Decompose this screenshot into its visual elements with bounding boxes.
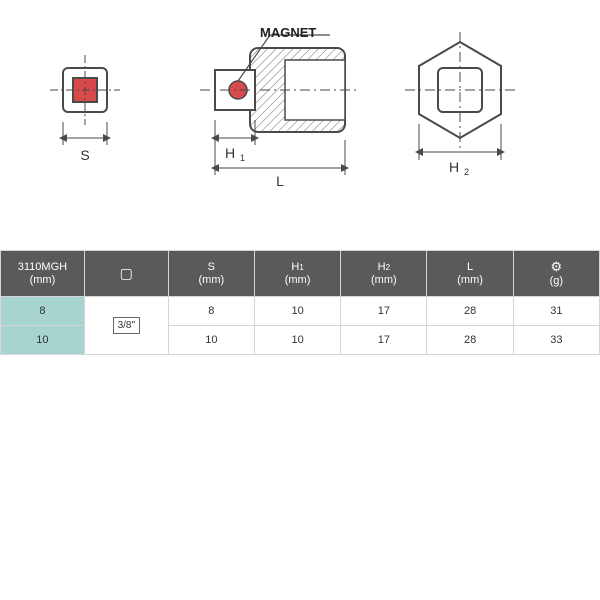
- view-end: S: [50, 55, 120, 163]
- col-weight: ⚙ (g): [513, 251, 599, 297]
- col-s: S (mm): [168, 251, 254, 297]
- svg-text:H: H: [225, 145, 235, 161]
- cell-key: 10: [1, 326, 85, 355]
- table-row: 8 3/8" 8 10 17 28 31: [1, 297, 600, 326]
- col-h2: H2 (mm): [341, 251, 427, 297]
- svg-text:H: H: [449, 159, 459, 175]
- spec-table: 3110MGH (mm) ▢ S (mm) H1 (mm) H2 (mm): [0, 250, 600, 355]
- svg-text:1: 1: [240, 153, 245, 163]
- cell-key: 8: [1, 297, 85, 326]
- cell: 28: [427, 297, 513, 326]
- col-drive: ▢: [84, 251, 168, 297]
- col-model: 3110MGH (mm): [1, 251, 85, 297]
- col-l: L (mm): [427, 251, 513, 297]
- svg-text:L: L: [276, 173, 284, 189]
- svg-text:S: S: [80, 147, 89, 163]
- col-h1: H1 (mm): [254, 251, 340, 297]
- view-side: H 1 L: [200, 35, 360, 189]
- magnet-label: MAGNET: [260, 25, 316, 40]
- cell: 8: [168, 297, 254, 326]
- table-header-row: 3110MGH (mm) ▢ S (mm) H1 (mm) H2 (mm): [1, 251, 600, 297]
- cell: 17: [341, 297, 427, 326]
- cell: 10: [168, 326, 254, 355]
- view-hex: H 2: [405, 32, 515, 177]
- spec-table-wrapper: 3110MGH (mm) ▢ S (mm) H1 (mm) H2 (mm): [0, 250, 600, 355]
- cell: 17: [341, 326, 427, 355]
- cell: 10: [254, 297, 340, 326]
- cell: 31: [513, 297, 599, 326]
- cell: 28: [427, 326, 513, 355]
- cell-drive: 3/8": [84, 297, 168, 355]
- cell: 33: [513, 326, 599, 355]
- technical-diagram: MAGNET S: [0, 0, 600, 250]
- cell: 10: [254, 326, 340, 355]
- svg-text:2: 2: [464, 167, 469, 177]
